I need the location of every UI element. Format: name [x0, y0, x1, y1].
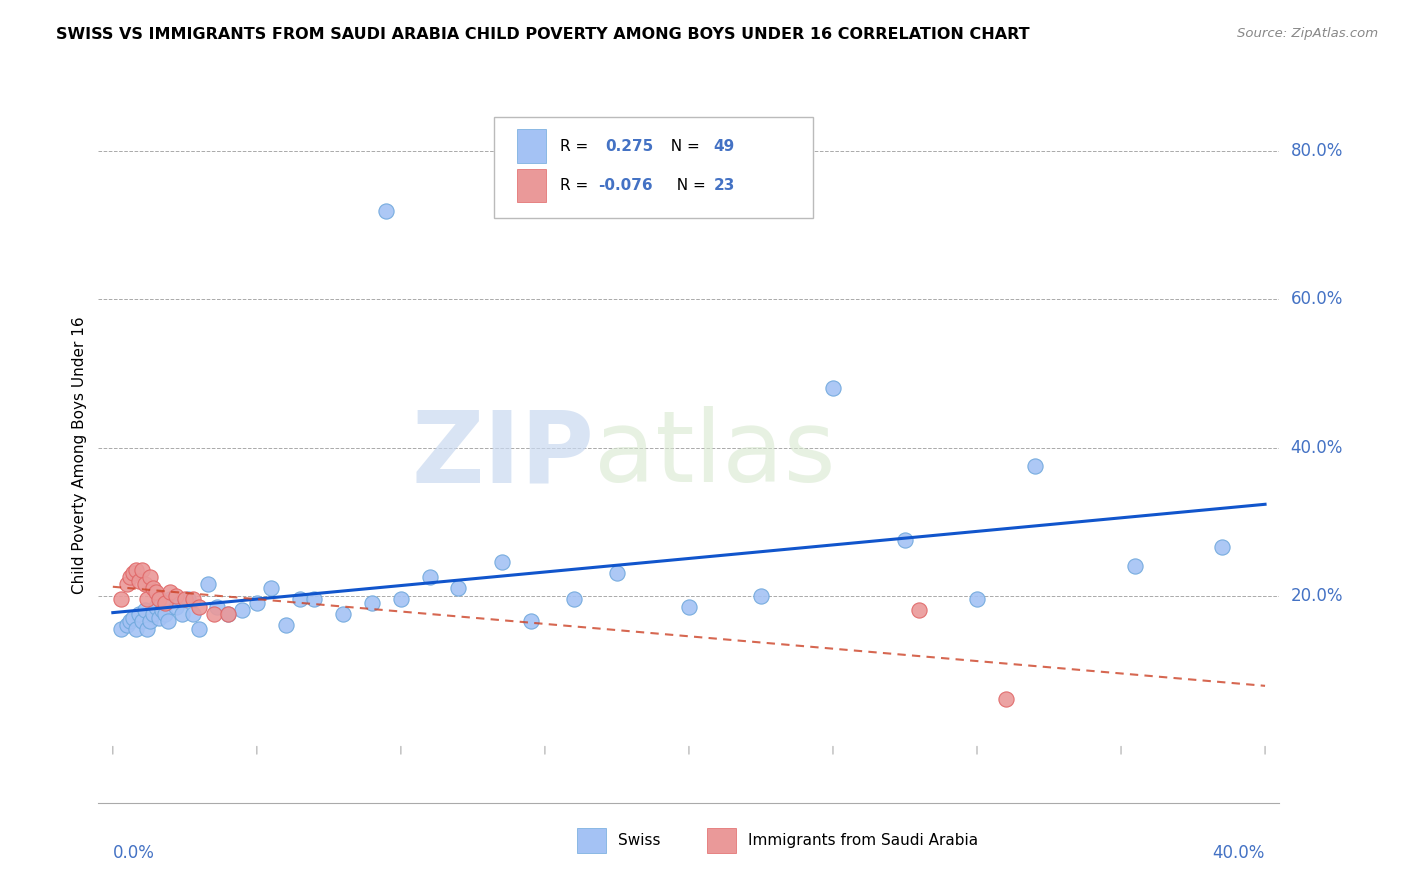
Point: [120, 570, 142, 584]
FancyBboxPatch shape: [516, 129, 546, 162]
Point: [217, 607, 239, 621]
Text: 0.275: 0.275: [605, 138, 654, 153]
Point: [139, 570, 162, 584]
Point: [122, 566, 145, 581]
Point: [1211, 541, 1233, 555]
Text: N =: N =: [661, 138, 704, 153]
Point: [150, 603, 173, 617]
Point: [173, 592, 195, 607]
Point: [519, 615, 541, 629]
Text: 20.0%: 20.0%: [1291, 587, 1343, 605]
Point: [246, 596, 269, 610]
Point: [165, 589, 187, 603]
Point: [128, 607, 150, 621]
Point: [678, 599, 700, 614]
Point: [447, 581, 470, 595]
Point: [110, 622, 132, 636]
Point: [274, 618, 297, 632]
Point: [197, 577, 219, 591]
Point: [188, 622, 211, 636]
Point: [134, 603, 156, 617]
Y-axis label: Child Poverty Among Boys Under 16: Child Poverty Among Boys Under 16: [72, 316, 87, 594]
Point: [375, 203, 398, 218]
Point: [139, 615, 162, 629]
Point: [231, 603, 253, 617]
Point: [177, 592, 200, 607]
Point: [120, 615, 142, 629]
Text: R =: R =: [560, 138, 598, 153]
Text: N =: N =: [666, 178, 710, 194]
Point: [128, 574, 150, 588]
Point: [288, 592, 311, 607]
Point: [217, 607, 239, 621]
Point: [332, 607, 354, 621]
Point: [115, 577, 138, 591]
Point: [260, 581, 283, 595]
Point: [159, 592, 181, 607]
Point: [142, 581, 165, 595]
Text: 49: 49: [714, 138, 735, 153]
FancyBboxPatch shape: [576, 828, 606, 853]
Point: [205, 599, 228, 614]
Point: [389, 592, 412, 607]
Point: [894, 533, 917, 547]
Point: [562, 592, 585, 607]
Point: [821, 381, 844, 395]
Point: [165, 599, 187, 614]
Point: [749, 589, 772, 603]
Point: [183, 607, 205, 621]
Point: [202, 607, 225, 621]
Point: [606, 566, 628, 581]
Text: R =: R =: [560, 178, 593, 194]
Text: 0.0%: 0.0%: [112, 845, 155, 863]
Point: [183, 592, 205, 607]
Text: 23: 23: [714, 178, 735, 194]
Point: [908, 603, 931, 617]
Point: [131, 615, 153, 629]
Point: [145, 585, 167, 599]
Point: [156, 615, 179, 629]
Point: [153, 596, 176, 610]
Point: [966, 592, 988, 607]
Point: [153, 607, 176, 621]
Point: [188, 599, 211, 614]
Point: [115, 618, 138, 632]
Text: Source: ZipAtlas.com: Source: ZipAtlas.com: [1237, 27, 1378, 40]
Point: [170, 607, 193, 621]
Point: [125, 563, 148, 577]
Point: [136, 592, 159, 607]
Point: [994, 692, 1017, 706]
Point: [361, 596, 384, 610]
Text: 40.0%: 40.0%: [1291, 439, 1343, 457]
Text: ZIP: ZIP: [412, 407, 595, 503]
Point: [134, 577, 156, 591]
Point: [159, 585, 181, 599]
Text: 80.0%: 80.0%: [1291, 143, 1343, 161]
Point: [491, 555, 513, 569]
FancyBboxPatch shape: [494, 118, 813, 219]
Text: -0.076: -0.076: [598, 178, 652, 194]
Point: [145, 599, 167, 614]
Point: [304, 592, 326, 607]
Point: [136, 622, 159, 636]
Point: [131, 563, 153, 577]
Text: Swiss: Swiss: [619, 833, 661, 848]
Point: [148, 592, 170, 607]
Point: [148, 611, 170, 625]
Text: Immigrants from Saudi Arabia: Immigrants from Saudi Arabia: [748, 833, 979, 848]
Text: SWISS VS IMMIGRANTS FROM SAUDI ARABIA CHILD POVERTY AMONG BOYS UNDER 16 CORRELAT: SWISS VS IMMIGRANTS FROM SAUDI ARABIA CH…: [56, 27, 1029, 42]
Point: [122, 611, 145, 625]
Text: atlas: atlas: [595, 407, 837, 503]
Point: [125, 622, 148, 636]
Point: [110, 592, 132, 607]
FancyBboxPatch shape: [707, 828, 737, 853]
Point: [142, 607, 165, 621]
Text: 40.0%: 40.0%: [1213, 845, 1265, 863]
FancyBboxPatch shape: [516, 169, 546, 202]
Point: [1024, 458, 1046, 473]
Text: 60.0%: 60.0%: [1291, 291, 1343, 309]
Point: [419, 570, 441, 584]
Point: [1125, 558, 1147, 573]
